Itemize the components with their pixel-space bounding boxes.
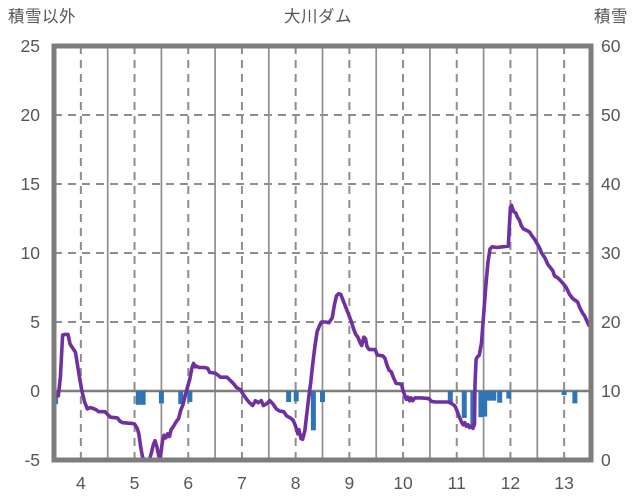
precip-bar	[461, 391, 467, 418]
precip-bar	[293, 391, 299, 402]
left-axis-tick-label: 5	[30, 312, 40, 332]
precip-bar	[561, 391, 567, 396]
right-axis-tick-label: 0	[601, 450, 611, 470]
precip-bar	[486, 391, 492, 401]
precip-bar	[470, 391, 476, 427]
x-axis-tick-label: 9	[344, 473, 354, 493]
precip-bar	[310, 391, 316, 431]
left-axis-tick-label: 25	[21, 36, 40, 56]
precip-bar	[497, 391, 503, 403]
snow-depth-line	[52, 203, 591, 462]
right-axis-tick-label: 50	[601, 105, 621, 125]
right-axis-tick-label: 20	[601, 312, 621, 332]
precip-bar	[187, 391, 193, 403]
plot-border	[51, 43, 594, 463]
precip-bar	[178, 391, 184, 405]
left-axis-title: 積雪以外	[8, 8, 76, 26]
precip-bar	[478, 391, 484, 418]
x-axis-tick-label: 8	[291, 473, 301, 493]
precip-bar	[447, 391, 453, 405]
x-axis-tick-label: 11	[448, 473, 466, 493]
left-axis-tick-label: 10	[21, 243, 41, 263]
precip-bar	[140, 391, 146, 405]
right-axis-tick-label: 40	[601, 174, 621, 194]
precip-bar	[491, 391, 497, 401]
x-axis-tick-label: 13	[554, 473, 573, 493]
left-axis-tick-label: 0	[30, 381, 40, 401]
left-axis-tick-label: 20	[21, 105, 41, 125]
right-axis-tick-label: 30	[601, 243, 621, 263]
x-axis-tick-label: 4	[76, 473, 86, 493]
precip-bar	[135, 391, 141, 405]
precip-bar	[572, 391, 578, 404]
precip-bar	[506, 391, 512, 399]
x-axis-tick-label: 6	[183, 473, 193, 493]
x-axis-tick-label: 5	[130, 473, 140, 493]
left-axis-tick-label: -5	[24, 450, 40, 470]
precip-bar	[286, 391, 292, 403]
right-axis-tick-label: 60	[601, 36, 621, 56]
x-axis-tick-label: 7	[237, 473, 247, 493]
precip-bar	[482, 391, 488, 417]
precip-bar	[158, 391, 164, 404]
right-axis-title: 積雪	[594, 8, 628, 26]
precip-bar	[320, 391, 325, 403]
left-axis-tick-label: 15	[21, 174, 40, 194]
x-axis-tick-label: 12	[501, 473, 520, 493]
x-axis-tick-label: 10	[393, 473, 413, 493]
right-axis-tick-label: 10	[601, 381, 621, 401]
chart-title: 大川ダム	[284, 8, 352, 26]
